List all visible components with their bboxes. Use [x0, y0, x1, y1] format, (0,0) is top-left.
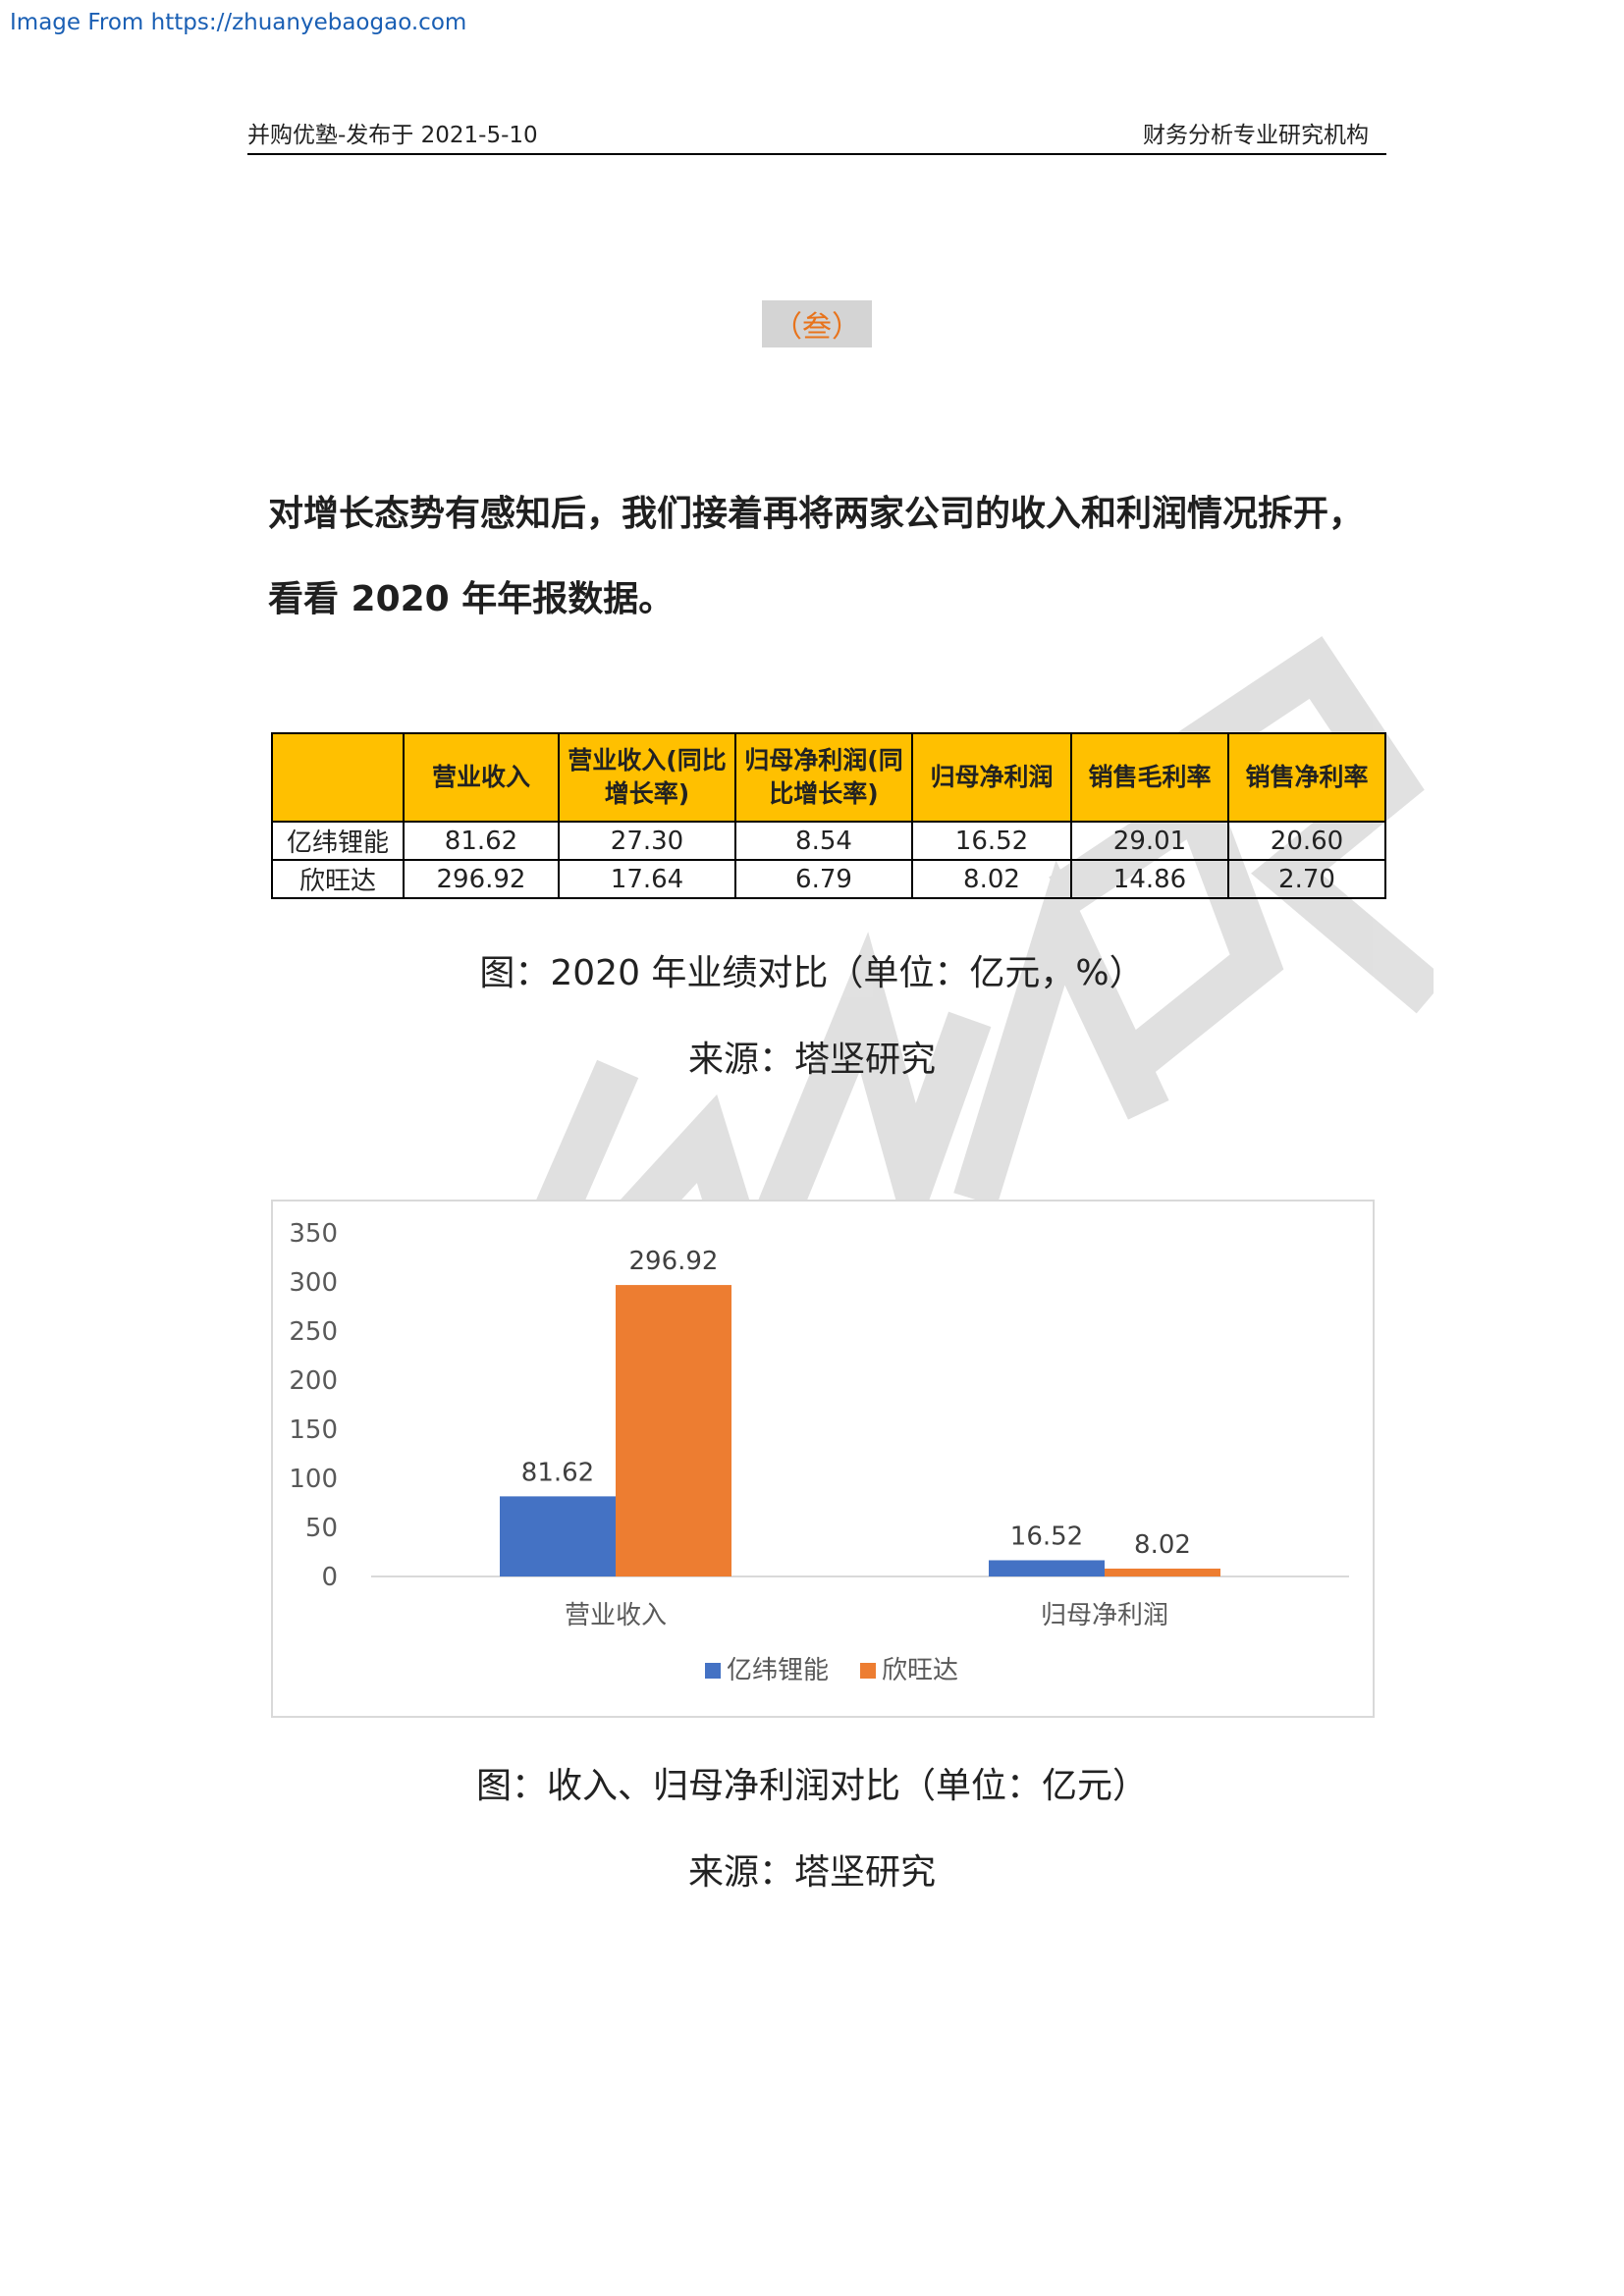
- performance-table: 营业收入 营业收入(同比增长率) 归母净利润(同比增长率) 归母净利润 销售毛利…: [271, 732, 1386, 899]
- legend-label: 亿纬锂能: [727, 1656, 829, 1685]
- table-caption: 图：2020 年业绩对比（单位：亿元，%）: [479, 953, 1145, 993]
- table-row: 欣旺达 296.92 17.64 6.79 8.02 14.86 2.70: [271, 859, 1386, 899]
- header-cell: 归母净利润(同比增长率): [734, 732, 913, 823]
- x-tick-label: 归母净利润: [1041, 1601, 1168, 1630]
- table-cell: 2.70: [1227, 859, 1386, 899]
- table-cell: 8.02: [911, 859, 1072, 899]
- company-name-cell: 欣旺达: [271, 859, 405, 899]
- y-tick-label: 200: [289, 1366, 338, 1396]
- section-marker: （叁）: [762, 300, 872, 347]
- legend-swatch: [705, 1663, 721, 1679]
- header-cell: 归母净利润: [911, 732, 1072, 823]
- table-cell: 16.52: [911, 821, 1072, 861]
- bar: [616, 1285, 731, 1576]
- data-label: 296.92: [629, 1247, 719, 1276]
- table-cell: 14.86: [1070, 859, 1229, 899]
- data-label: 81.62: [521, 1458, 594, 1487]
- bar: [1105, 1568, 1220, 1576]
- page-header: 并购优塾-发布于 2021-5-10 财务分析专业研究机构: [247, 116, 1386, 155]
- table-row: 亿纬锂能 81.62 27.30 8.54 16.52 29.01 20.60: [271, 821, 1386, 861]
- y-tick-label: 350: [289, 1219, 338, 1249]
- y-tick-label: 100: [289, 1465, 338, 1494]
- header-cell: 销售毛利率: [1070, 732, 1229, 823]
- table-header-row: 营业收入 营业收入(同比增长率) 归母净利润(同比增长率) 归母净利润 销售毛利…: [271, 732, 1386, 823]
- y-tick-label: 50: [305, 1514, 338, 1543]
- header-left-text: 并购优塾-发布于 2021-5-10: [247, 123, 538, 148]
- y-tick-label: 250: [289, 1317, 338, 1347]
- table-cell: 17.64: [558, 859, 736, 899]
- x-tick-label: 营业收入: [565, 1601, 667, 1630]
- header-cell: 营业收入: [403, 732, 560, 823]
- table-cell: 27.30: [558, 821, 736, 861]
- bar-chart-svg: 0 50 100 150 200 250 300 350 81.62 296.92 营业收入 16.5…: [289, 1219, 1349, 1685]
- header-cell: 营业收入(同比增长率): [558, 732, 736, 823]
- data-label: 8.02: [1134, 1530, 1191, 1560]
- chart-source: 来源：塔坚研究: [687, 1852, 936, 1893]
- lead-paragraph: 对增长态势有感知后，我们接着再将两家公司的收入和利润情况拆开，看看 2020 年…: [268, 494, 1365, 619]
- table-cell: 81.62: [403, 821, 560, 861]
- table-cell: 20.60: [1227, 821, 1386, 861]
- header-right-text: 财务分析专业研究机构: [1143, 123, 1369, 148]
- header-cell: 销售净利率: [1227, 732, 1386, 823]
- table-cell: 8.54: [734, 821, 913, 861]
- table-cell: 296.92: [403, 859, 560, 899]
- header-cell: [271, 732, 405, 823]
- table-cell: 29.01: [1070, 821, 1229, 861]
- bar-chart: 0 50 100 150 200 250 300 350 81.62 296.92 营业收入 16.5…: [271, 1200, 1375, 1718]
- data-label: 16.52: [1010, 1522, 1083, 1551]
- bar: [500, 1496, 616, 1576]
- legend-label: 欣旺达: [882, 1656, 958, 1685]
- chart-caption: 图：收入、归母净利润对比（单位：亿元）: [475, 1766, 1148, 1806]
- source-url[interactable]: Image From https://zhuanyebaogao.com: [10, 10, 467, 35]
- legend-swatch: [860, 1663, 876, 1679]
- y-tick-label: 0: [321, 1563, 338, 1592]
- table-source: 来源：塔坚研究: [687, 1040, 936, 1080]
- table-cell: 6.79: [734, 859, 913, 899]
- bar: [989, 1560, 1105, 1576]
- y-tick-label: 300: [289, 1268, 338, 1298]
- y-tick-label: 150: [289, 1415, 338, 1445]
- company-name-cell: 亿纬锂能: [271, 821, 405, 861]
